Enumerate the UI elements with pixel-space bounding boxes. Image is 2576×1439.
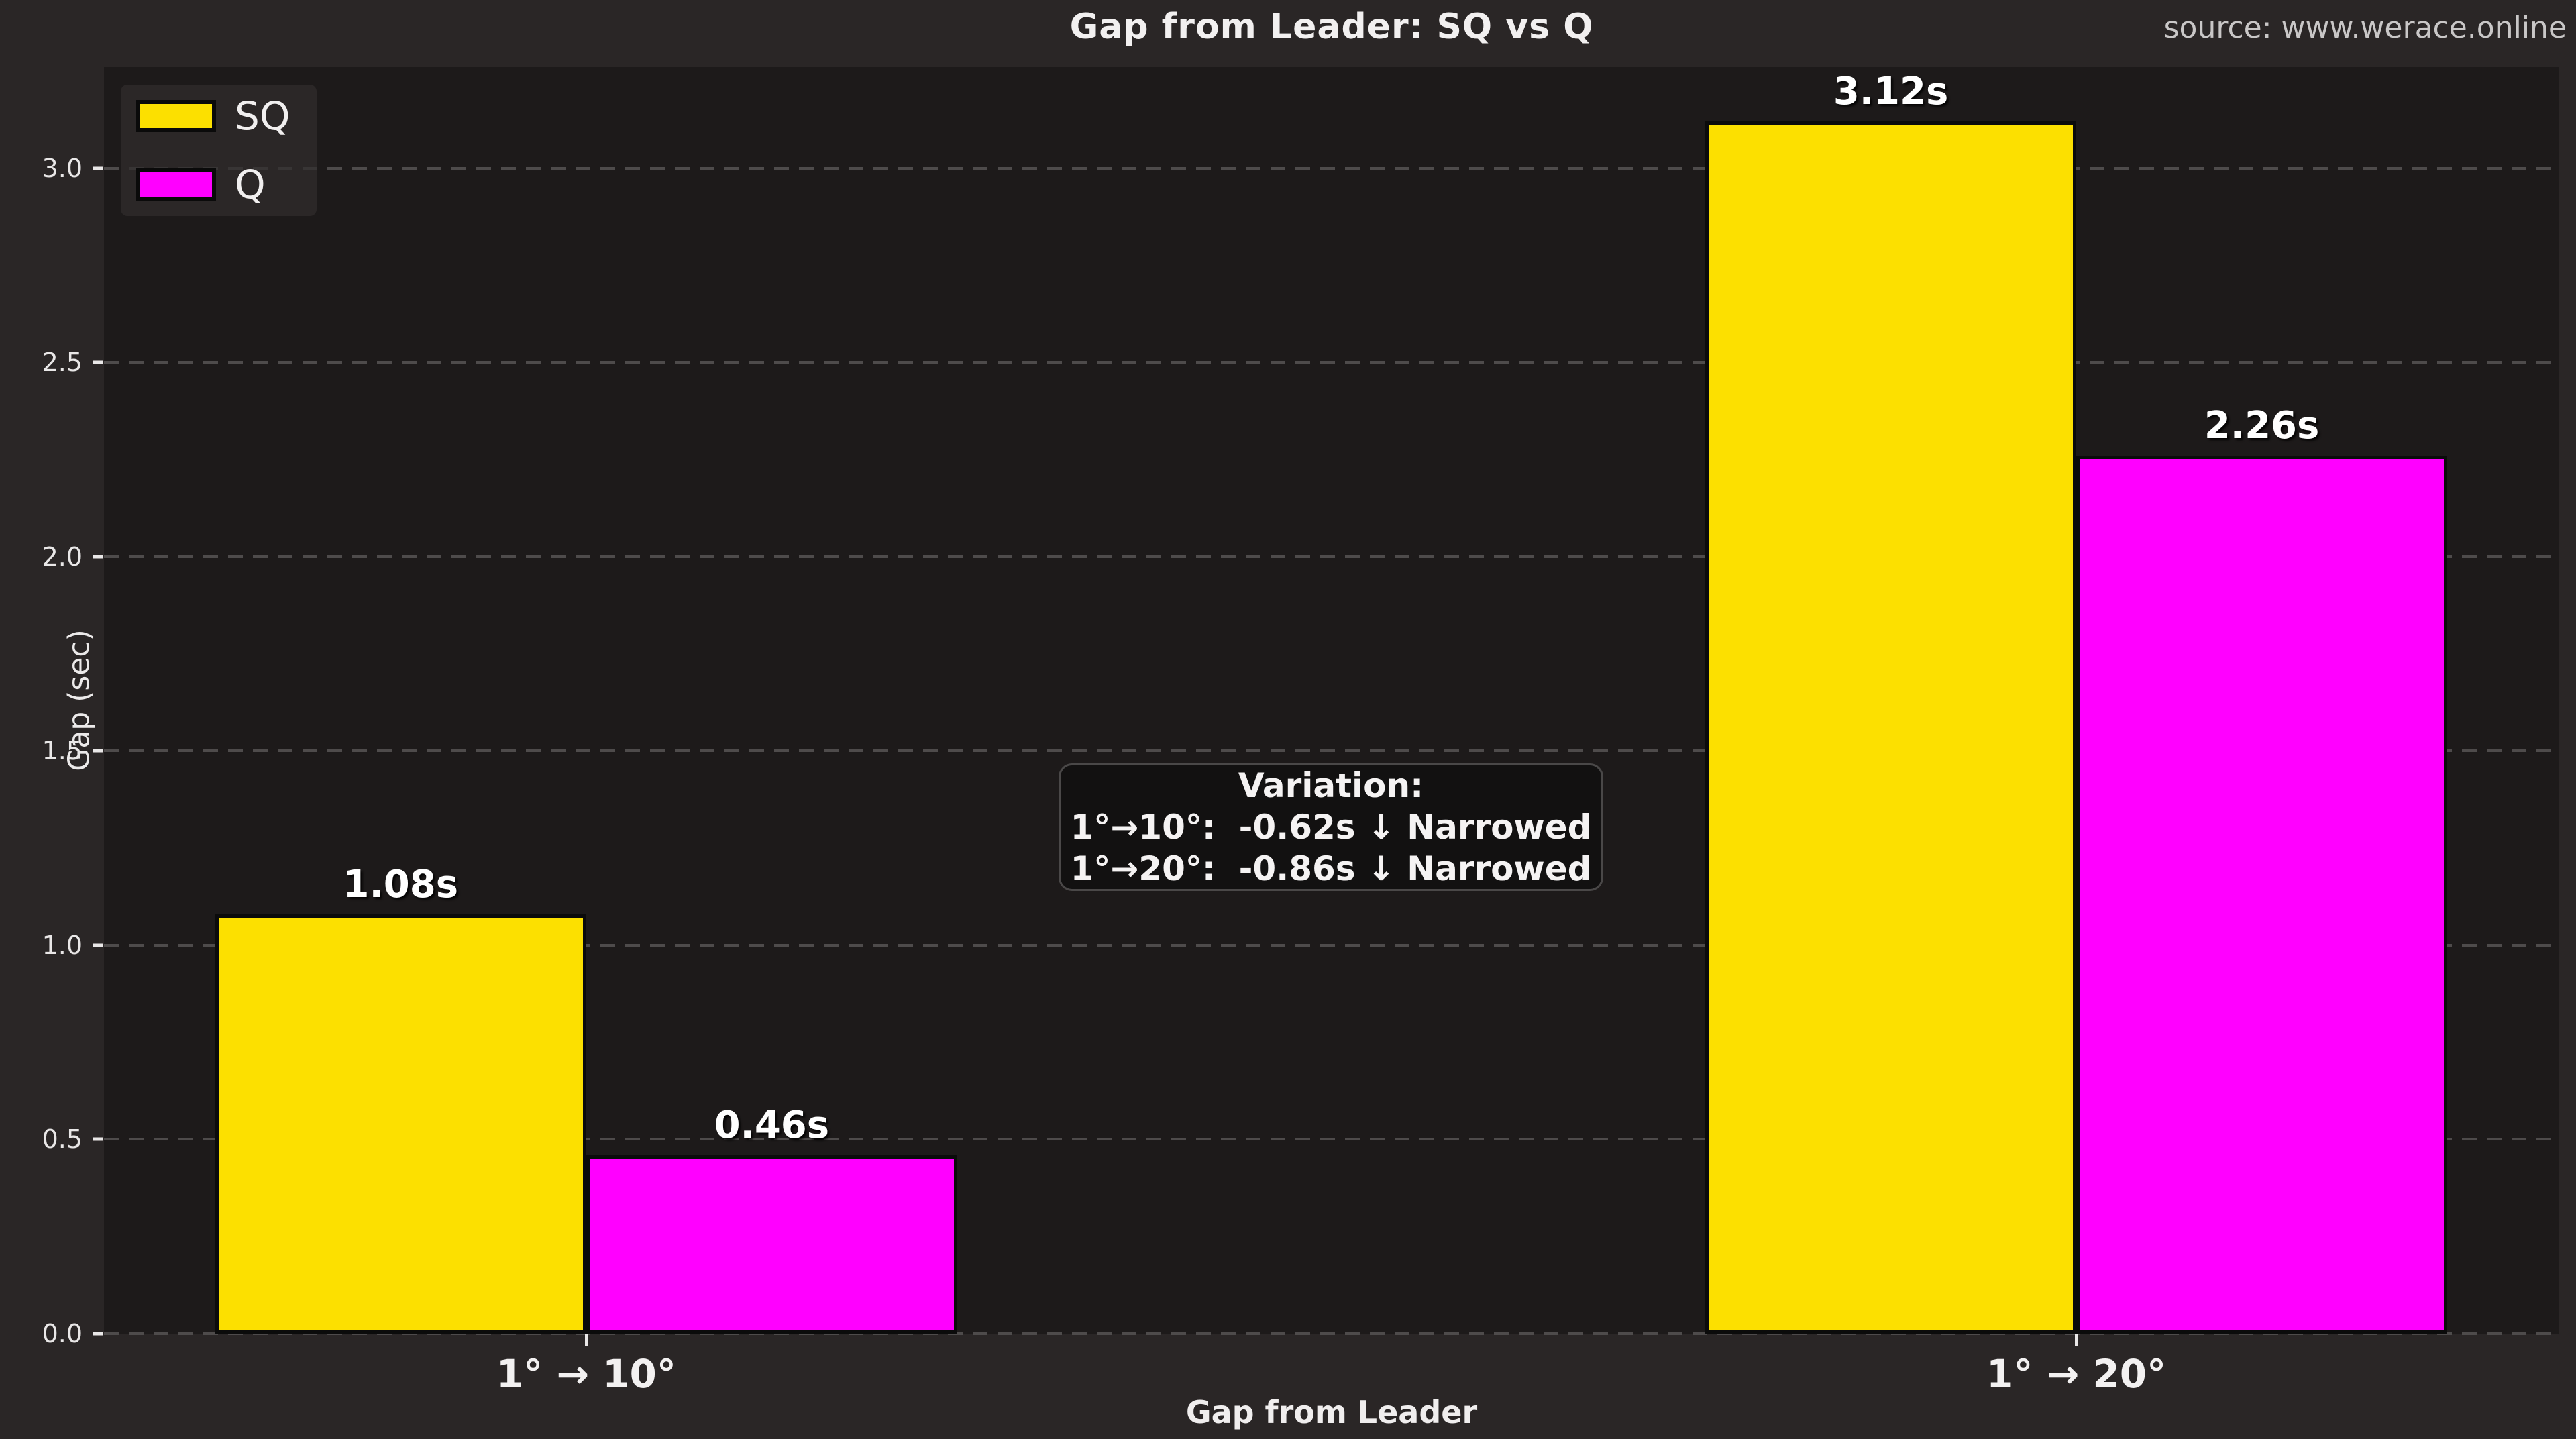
gridline: [104, 1138, 2559, 1141]
legend-swatch-q: [136, 168, 216, 201]
variation-annotation: Variation: 1°→10°: -0.62s ↓ Narrowed 1°→…: [1059, 763, 1603, 891]
y-tick-mark: [93, 166, 103, 170]
y-tick-label: 3.0: [42, 153, 83, 183]
legend-item-q: Q: [136, 162, 317, 207]
annotation-title: Variation:: [1238, 766, 1424, 805]
y-tick-mark: [93, 943, 103, 947]
gridline: [104, 943, 2559, 947]
bar-value-label: 0.46s: [714, 1103, 830, 1147]
bar-value-label: 3.12s: [1833, 70, 1949, 114]
legend-label-q: Q: [235, 162, 266, 207]
y-tick-label: 1.0: [42, 930, 83, 960]
y-tick-mark: [93, 360, 103, 364]
gridline: [104, 1332, 2559, 1335]
x-axis-title: Gap from Leader: [1185, 1394, 1478, 1430]
gridline: [104, 749, 2559, 753]
legend-label-sq: SQ: [235, 93, 290, 139]
plot-area: 0.0 0.5 1.0 1.5 2.0 2.5 3.0 1.08s 0.46s 1° → 10°…: [42, 67, 2559, 1397]
x-tick-label: 1° → 10°: [496, 1351, 676, 1397]
legend-swatch-sq: [136, 100, 216, 132]
y-tick-mark: [93, 1332, 103, 1336]
chart-title: Gap from Leader: SQ vs Q: [1069, 7, 1594, 47]
y-tick-label: 2.0: [42, 541, 83, 572]
y-tick-label: 0.5: [42, 1124, 83, 1155]
annotation-line-2: 1°→20°: -0.86s ↓ Narrowed: [1070, 849, 1592, 888]
source-note: source: www.werace.online: [2163, 11, 2567, 45]
bar-sq-group2: [1705, 121, 2077, 1334]
legend-item-sq: SQ: [136, 93, 317, 139]
y-tick-label: 2.5: [42, 348, 83, 378]
x-tick-mark: [584, 1334, 588, 1346]
bar-q-group1: [586, 1155, 957, 1334]
bar-q-group2: [2076, 456, 2448, 1334]
y-tick-label: 1.5: [42, 736, 83, 766]
y-tick-mark: [93, 555, 103, 559]
x-tick-label: 1° → 20°: [1986, 1351, 2167, 1397]
bar-sq-group1: [215, 914, 586, 1334]
legend: SQ Q: [121, 85, 317, 216]
y-tick-mark: [93, 749, 103, 753]
x-tick-mark: [2075, 1334, 2078, 1346]
gridline: [104, 555, 2559, 558]
y-tick-label: 0.0: [42, 1319, 83, 1348]
y-tick-mark: [93, 1137, 103, 1141]
gridline: [104, 166, 2559, 170]
bar-value-label: 2.26s: [2204, 404, 2320, 448]
bar-value-label: 1.08s: [343, 862, 459, 906]
gridline: [104, 361, 2559, 364]
annotation-line-1: 1°→10°: -0.62s ↓ Narrowed: [1070, 808, 1592, 847]
